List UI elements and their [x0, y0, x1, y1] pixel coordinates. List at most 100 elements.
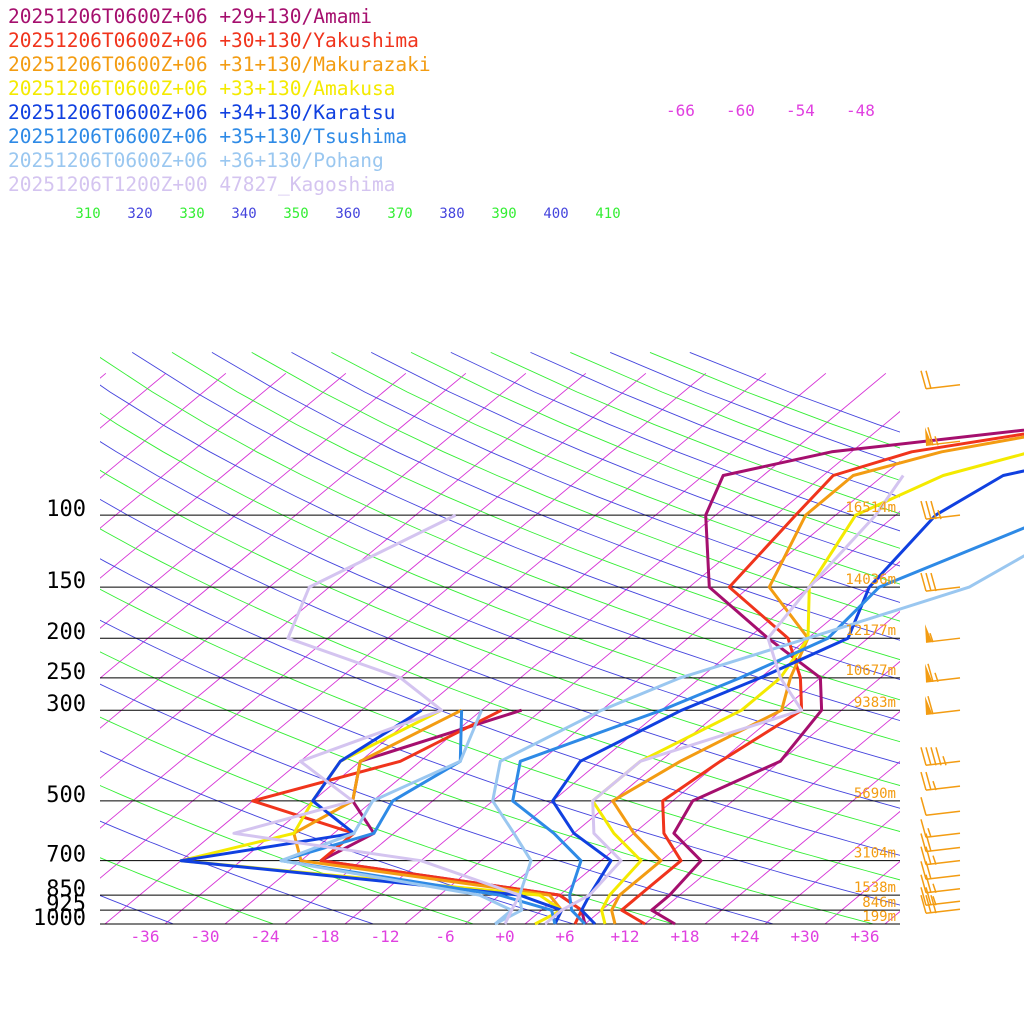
height-label: 1538m — [854, 880, 896, 896]
wind-barb — [920, 771, 961, 791]
sounding-temp-line — [491, 554, 1024, 926]
legend-entry: 20251206T0600Z+06 +33+130/Amakusa — [8, 77, 395, 100]
wind-barb — [920, 797, 961, 817]
temperature-tick-label: -12 — [371, 927, 400, 946]
pressure-tick-label: 100 — [46, 497, 86, 522]
pressure-tick-label: 300 — [46, 692, 86, 717]
wind-barb — [925, 663, 961, 683]
isotherm — [100, 372, 587, 779]
temperature-tick-label: -24 — [251, 927, 280, 946]
theta-label: 360 — [335, 206, 360, 222]
isotherm — [100, 372, 407, 629]
dry-adiabat — [100, 469, 900, 786]
dry-adiabat — [251, 352, 900, 622]
theta-label: 410 — [595, 206, 620, 222]
legend-entry: 20251206T0600Z+06 +29+130/Amami — [8, 5, 372, 28]
isotherm — [524, 610, 900, 924]
wind-barb — [920, 874, 961, 894]
legend-entry: 20251206T0600Z+06 +35+130/Tsushima — [8, 125, 407, 148]
sounding-dew-line — [179, 708, 564, 925]
wind-barb — [920, 572, 961, 592]
isotherm — [100, 372, 107, 379]
dry-adiabat — [100, 785, 475, 924]
isotherm — [644, 710, 900, 924]
sounding-traces — [179, 428, 1024, 926]
legend-entry: 20251206T0600Z+06 +30+130/Yakushima — [8, 29, 419, 52]
isobar-lines — [100, 514, 900, 925]
temperature-tick-label: +18 — [671, 927, 700, 946]
temperature-tick-label: -18 — [311, 927, 340, 946]
moist-adiabat — [100, 683, 776, 924]
pressure-tick-label: 250 — [46, 660, 86, 685]
wind-barb — [920, 887, 961, 907]
dry-adiabat — [100, 528, 900, 832]
dry-adiabat — [100, 651, 876, 924]
theta-label: 350 — [283, 206, 308, 222]
isotherm — [0, 373, 46, 924]
sounding-temp-line — [511, 526, 1024, 926]
moist-adiabat — [100, 384, 900, 722]
height-label: 12177m — [845, 623, 896, 639]
height-label: 199m — [862, 909, 896, 925]
dry-adiabat — [171, 352, 900, 661]
isotherm — [100, 372, 347, 579]
temperature-tick-label: -30 — [191, 927, 220, 946]
height-label: 10677m — [845, 663, 896, 679]
isotherm — [100, 372, 167, 429]
wind-barb — [920, 894, 961, 914]
pressure-tick-label: 1000 — [33, 906, 86, 931]
isotherm — [164, 372, 827, 924]
isotherm — [100, 372, 467, 679]
height-label: 5690m — [854, 786, 896, 802]
isotherm — [100, 372, 527, 729]
upper-temperature-label: -54 — [786, 101, 815, 120]
legend: 20251206T0600Z+06 +29+130/Amami20251206T… — [8, 5, 431, 196]
isotherm — [100, 372, 227, 479]
theta-label: 400 — [543, 206, 568, 222]
temperature-tick-label: +12 — [611, 927, 640, 946]
isotherm — [100, 372, 287, 529]
wind-barb — [925, 695, 961, 715]
temperature-tick-label: +24 — [731, 927, 760, 946]
upper-temperature-label: -60 — [726, 101, 755, 120]
dry-adiabat — [100, 412, 900, 743]
isotherm — [584, 660, 900, 924]
isotherm — [284, 410, 900, 924]
pressure-tick-label: 500 — [46, 783, 86, 808]
wind-barb — [920, 861, 961, 881]
theta-label: 340 — [231, 206, 256, 222]
moist-adiabat — [100, 750, 576, 924]
temperature-tick-label: +0 — [495, 927, 514, 946]
temperature-tick-label: -36 — [131, 927, 160, 946]
wind-barb — [920, 833, 961, 853]
height-label: 14036m — [845, 572, 896, 588]
wind-barb — [920, 500, 961, 520]
pressure-tick-label: 925 — [46, 892, 86, 917]
wind-barb — [920, 747, 961, 767]
isotherm — [764, 810, 900, 924]
theta-label: 380 — [439, 206, 464, 222]
legend-entry: 20251206T0600Z+06 +31+130/Makurazaki — [8, 53, 431, 76]
isotherm-lines — [0, 372, 900, 924]
dry-adiabat — [100, 716, 676, 924]
moist-adiabat — [291, 352, 900, 603]
sounding-temp-line — [650, 428, 1024, 926]
height-label: 846m — [862, 895, 896, 911]
pressure-tick-label: 150 — [46, 569, 86, 594]
sounding-temp-line — [620, 432, 1024, 926]
dry-adiabat — [100, 356, 900, 701]
wind-barb — [925, 427, 961, 447]
isotherm — [104, 372, 767, 924]
legend-entry: 20251206T0600Z+06 +36+130/Pohang — [8, 149, 384, 172]
theta-label: 320 — [127, 206, 152, 222]
dry-adiabat — [331, 352, 900, 585]
sounding-temp-line — [610, 435, 1024, 925]
moist-adiabat — [100, 820, 375, 924]
pressure-tick-label: 700 — [46, 843, 86, 868]
height-label: 16514m — [845, 500, 896, 516]
sounding-temp-line — [544, 474, 905, 926]
wind-barb — [925, 624, 961, 643]
theta-label: 390 — [491, 206, 516, 222]
